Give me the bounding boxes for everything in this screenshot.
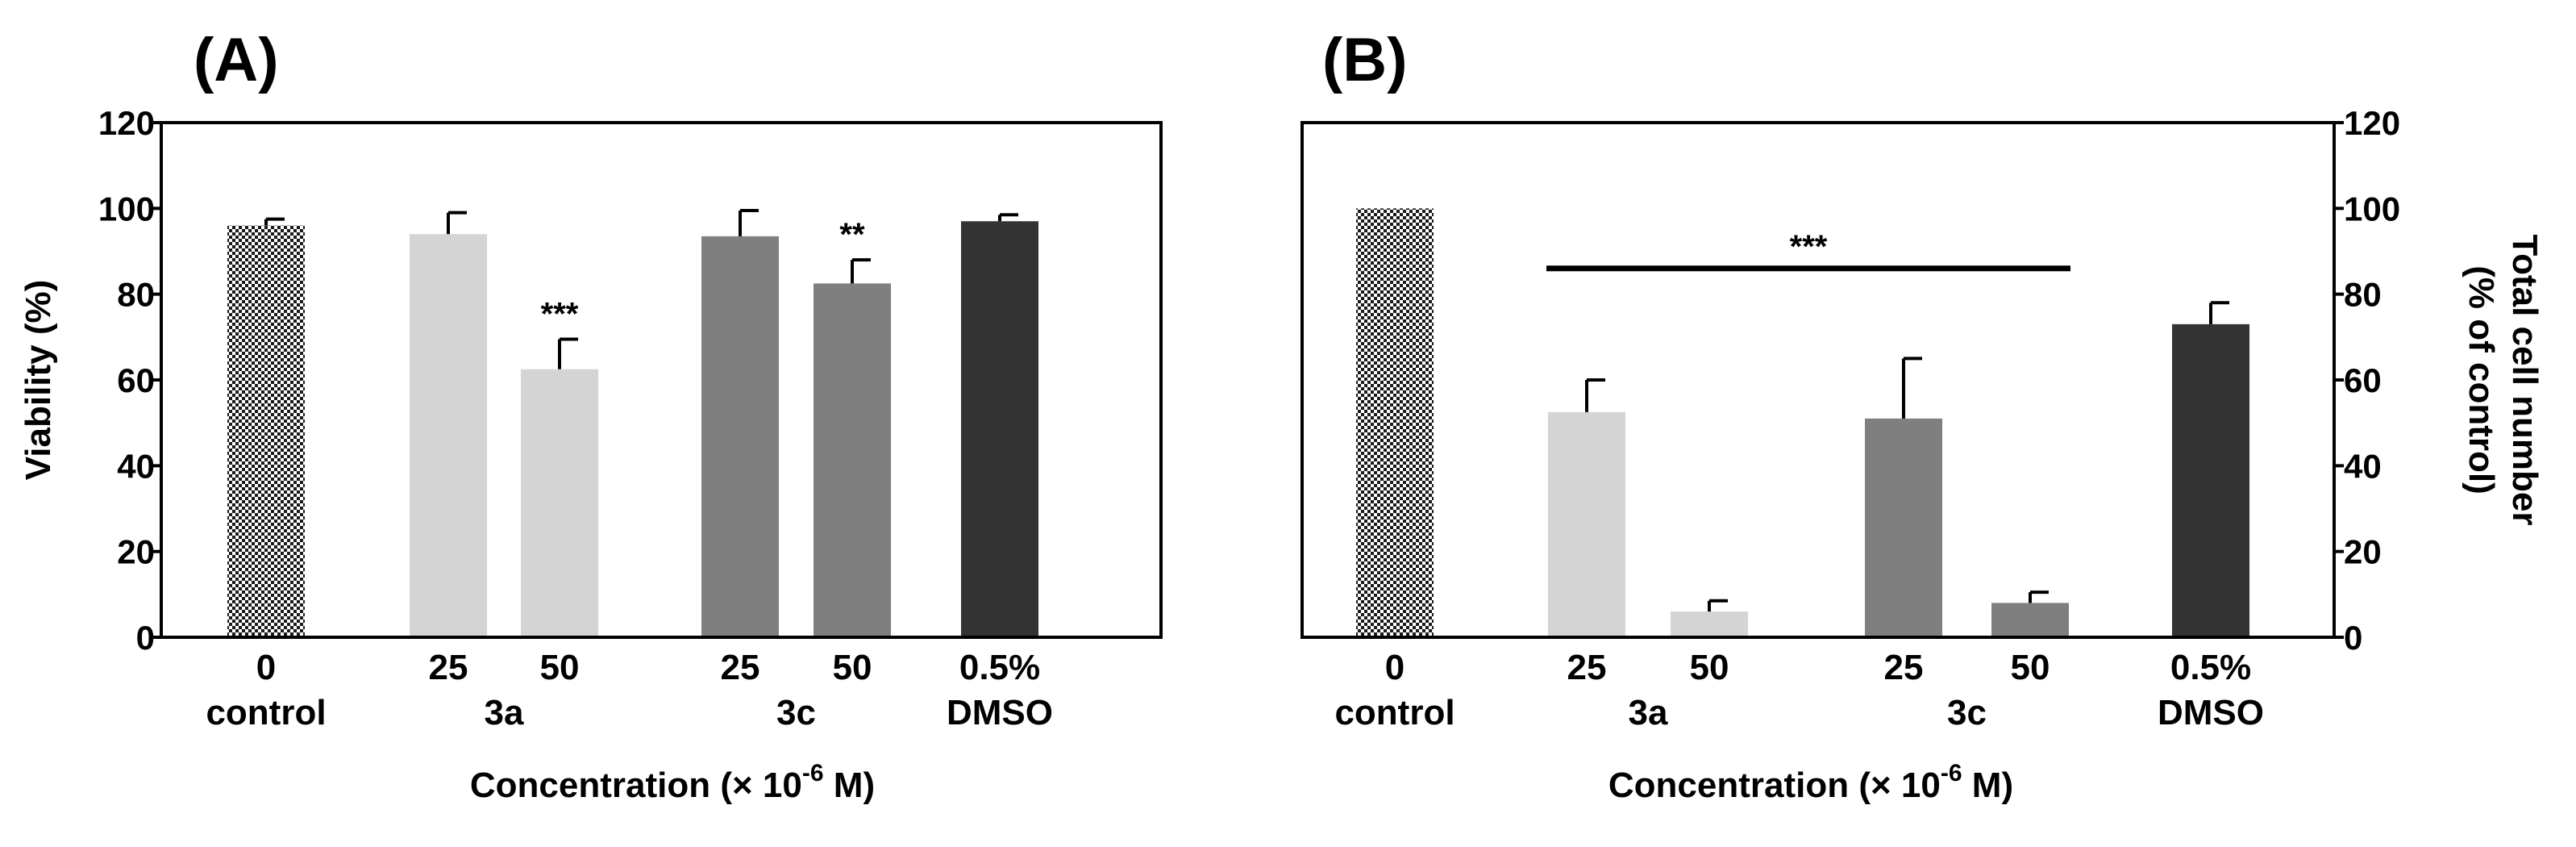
y-tick-label-1: 20 bbox=[2344, 533, 2382, 571]
category-label-0: 0 bbox=[1385, 648, 1405, 687]
x-axis-label: Concentration (× 10-6 M) bbox=[470, 760, 875, 805]
category-label-1: 25 bbox=[1567, 648, 1607, 687]
group-label-2: 3c bbox=[1947, 693, 1987, 732]
y-tick-label-0: 0 bbox=[2344, 619, 2362, 657]
x-axis-label-times: × bbox=[732, 766, 753, 805]
bar-1 bbox=[410, 234, 487, 637]
y-tick-label-2: 40 bbox=[2344, 447, 2382, 485]
x-axis-label-base: 10 bbox=[1891, 766, 1941, 805]
category-label-2: 50 bbox=[540, 648, 580, 687]
y-tick-label-5: 100 bbox=[98, 190, 155, 227]
category-label-3: 25 bbox=[1884, 648, 1924, 687]
group-label-2: 3c bbox=[776, 693, 816, 732]
x-axis-label-exp: -6 bbox=[1941, 760, 1962, 786]
category-label-4: 50 bbox=[833, 648, 872, 687]
x-axis-label: Concentration (× 10-6 M) bbox=[1608, 760, 2013, 805]
x-axis-label-pre: Concentration ( bbox=[1608, 766, 1871, 805]
group-label-0: control bbox=[206, 693, 326, 732]
x-axis-label-post: M) bbox=[824, 766, 876, 805]
category-label-3: 25 bbox=[721, 648, 760, 687]
chart-panel-b: (B) 0 25 50 25 50 0.5% control 3a 3c DMSO *** 0 20 40 6… bbox=[1300, 26, 2545, 805]
y-tick-label-0: 0 bbox=[136, 619, 155, 657]
panel-label: (A) bbox=[194, 26, 279, 94]
group-label-3: DMSO bbox=[947, 693, 1053, 732]
bar-2 bbox=[521, 369, 598, 637]
x-axis-label-base: 10 bbox=[753, 766, 802, 805]
category-label-0: 0 bbox=[256, 648, 276, 687]
x-axis-label-pre: Concentration ( bbox=[470, 766, 732, 805]
bar-4 bbox=[1991, 603, 2069, 637]
bar-5 bbox=[2172, 323, 2249, 637]
y-tick-label-1: 20 bbox=[117, 533, 155, 571]
y-axis-label-line1: Total cell number bbox=[2505, 234, 2545, 525]
group-label-1: 3a bbox=[1629, 693, 1668, 732]
bar-3 bbox=[1865, 418, 1942, 637]
category-label-1: 25 bbox=[429, 648, 468, 687]
bar-5 bbox=[961, 221, 1038, 637]
panel-label: (B) bbox=[1322, 26, 1408, 94]
category-label-5: 0.5% bbox=[2170, 648, 2251, 687]
significance-marker-4: ** bbox=[839, 217, 865, 252]
category-label-4: 50 bbox=[2011, 648, 2050, 687]
x-axis-label-times: × bbox=[1871, 766, 1891, 805]
bar-3 bbox=[701, 236, 779, 637]
y-axis-label-line2: (% of control) bbox=[2462, 265, 2501, 494]
group-label-1: 3a bbox=[485, 693, 524, 732]
chart-panel-a: (A) 0 25 *** 50 25 ** 50 0.5% control 3a 3c DMSO 0 20 4… bbox=[19, 26, 1163, 805]
y-tick-label-4: 80 bbox=[2344, 276, 2382, 314]
bar-0 bbox=[227, 225, 305, 637]
significance-line-label: *** bbox=[1790, 229, 1828, 265]
group-label-3: DMSO bbox=[2158, 693, 2264, 732]
bar-4 bbox=[814, 283, 891, 637]
bar-0 bbox=[1356, 208, 1434, 637]
y-tick-label-4: 80 bbox=[117, 276, 155, 314]
significance-marker-2: *** bbox=[541, 296, 579, 332]
y-tick-label-3: 60 bbox=[2344, 361, 2382, 399]
y-tick-label-3: 60 bbox=[117, 361, 155, 399]
bar-1 bbox=[1548, 411, 1625, 637]
y-axis-label: Viability (%) bbox=[19, 280, 58, 481]
bar-2 bbox=[1671, 611, 1748, 637]
y-tick-label-6: 120 bbox=[2344, 104, 2400, 142]
y-tick-label-5: 100 bbox=[2344, 190, 2400, 227]
x-axis-label-post: M) bbox=[1962, 766, 2014, 805]
x-axis-label-exp: -6 bbox=[802, 760, 824, 786]
y-tick-label-2: 40 bbox=[117, 447, 155, 485]
category-label-5: 0.5% bbox=[959, 648, 1040, 687]
group-label-0: control bbox=[1334, 693, 1454, 732]
y-tick-label-6: 120 bbox=[98, 104, 155, 142]
category-label-2: 50 bbox=[1690, 648, 1729, 687]
